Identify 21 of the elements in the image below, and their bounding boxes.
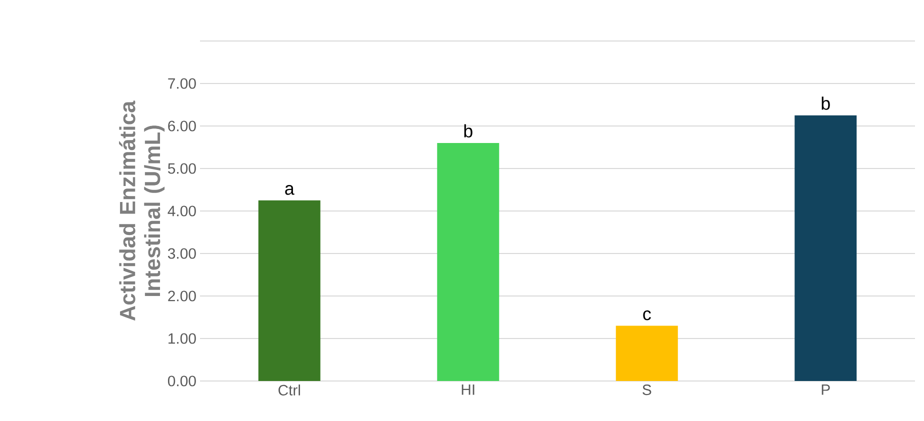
y-tick-label: 0.00 xyxy=(168,376,196,386)
annotation: b xyxy=(464,124,472,138)
y-tick-label: 1.00 xyxy=(168,333,196,344)
annotation: b xyxy=(822,96,830,110)
bar xyxy=(794,115,857,381)
y-tick-label: 6.00 xyxy=(168,120,196,132)
annotation: a xyxy=(285,185,294,195)
bar xyxy=(437,143,500,381)
y-axis-title: Actividad Enzimática Intestinal (U/mL) xyxy=(119,100,165,321)
x-tick-label: HI xyxy=(462,384,474,395)
y-tick-label: 2.00 xyxy=(168,290,196,302)
x-tick-label: S xyxy=(642,384,652,396)
y-tick-label: 4.00 xyxy=(168,206,196,216)
y-tick-label: 7.00 xyxy=(168,78,196,89)
x-tick-label: P xyxy=(822,384,830,395)
y-tick-label: 3.00 xyxy=(168,248,196,259)
annotation: c xyxy=(643,310,651,320)
bar xyxy=(258,200,320,381)
y-tick-label: 5.00 xyxy=(168,163,196,174)
x-tick-label: Ctrl xyxy=(278,384,300,396)
bar xyxy=(616,326,678,381)
